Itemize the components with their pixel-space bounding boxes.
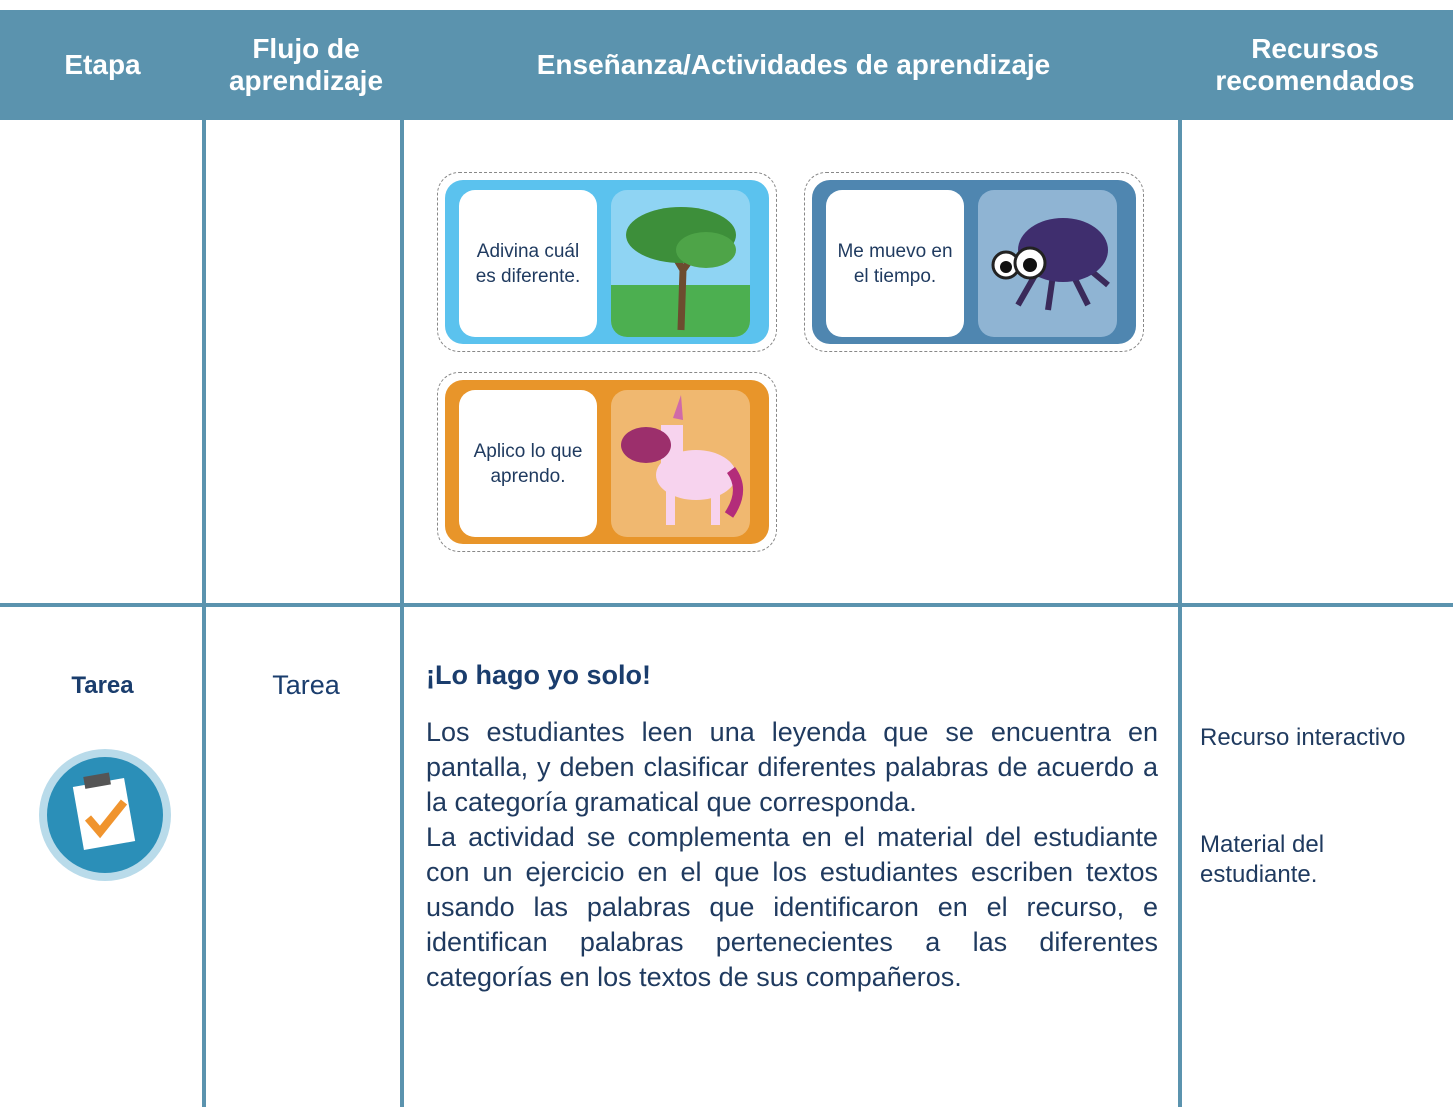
activity-card: Adivina cuál es diferente.	[437, 172, 777, 352]
row-divider	[0, 603, 1453, 607]
column-divider	[1178, 10, 1182, 1107]
spider-image	[991, 218, 1110, 311]
header-cell: Etapa	[64, 49, 141, 80]
header-band	[0, 10, 1453, 120]
card-text: Adivina cuál es diferente.	[459, 190, 597, 337]
flow-label: Tarea	[272, 670, 340, 700]
header-cell: Enseñanza/Actividades de aprendizaje	[536, 49, 1051, 80]
stage-label: Tarea	[71, 672, 134, 699]
tree-image	[611, 207, 750, 337]
homework-icon	[39, 749, 171, 881]
resource: Material del estudiante.	[1200, 831, 1325, 888]
activity-card: Aplico lo que aprendo.	[437, 372, 777, 552]
column-divider	[202, 10, 206, 1107]
paragraph: Los estudiantes leen una leyenda que se …	[426, 717, 1158, 817]
card-text: Aplico lo que aprendo.	[459, 390, 597, 537]
activity-heading: ¡Lo hago yo solo!	[426, 660, 651, 690]
card-text: Me muevo en el tiempo.	[826, 190, 964, 337]
column-divider	[400, 10, 404, 1107]
unicorn-image	[621, 395, 743, 525]
resource: Recurso interactivo	[1200, 724, 1406, 751]
header-cell: Recursos recomendados	[1215, 33, 1415, 96]
activity-card: Me muevo en el tiempo.	[804, 172, 1144, 352]
header-cell: Flujo de aprendizaje	[228, 33, 384, 96]
paragraph: La actividad se complementa en el materi…	[426, 822, 1158, 992]
